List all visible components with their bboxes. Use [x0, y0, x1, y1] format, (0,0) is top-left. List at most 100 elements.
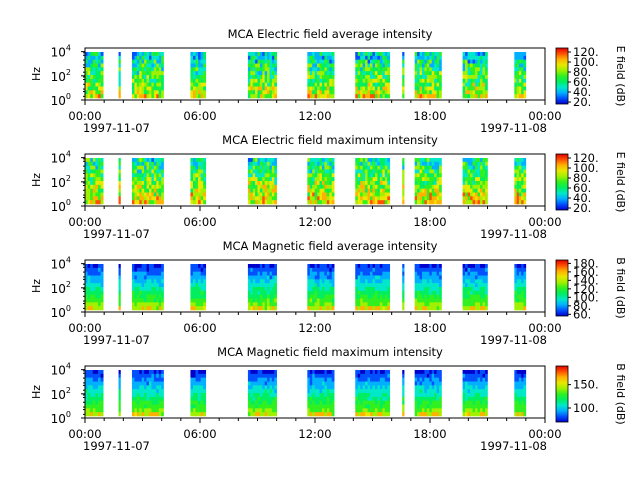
heatmap-cell	[523, 412, 527, 417]
heatmap-cell	[372, 385, 376, 390]
heatmap-cell	[317, 200, 320, 205]
heatmap-cell	[379, 381, 383, 386]
heatmap-cell	[269, 377, 273, 382]
heatmap-cell	[100, 393, 104, 398]
heatmap-cell	[379, 184, 383, 189]
heatmap-cell	[259, 377, 263, 382]
heatmap-cell	[387, 373, 391, 378]
heatmap-cell	[198, 389, 201, 394]
heatmap-cell	[365, 188, 368, 193]
heatmap-cell	[324, 196, 328, 201]
heatmap-cell	[465, 173, 468, 178]
heatmap-cell	[355, 86, 359, 91]
heatmap-cell	[480, 196, 483, 201]
heatmap-cell	[477, 78, 481, 83]
heatmap-cell	[314, 283, 318, 288]
heatmap-cell	[421, 169, 425, 174]
heatmap-cell	[95, 389, 99, 394]
heatmap-cell	[274, 381, 277, 386]
heatmap-cell	[434, 158, 437, 163]
heatmap-cell	[362, 370, 366, 375]
heatmap-cell	[264, 169, 268, 174]
heatmap-cell	[151, 283, 155, 288]
heatmap-cell	[203, 192, 207, 197]
heatmap-cell	[475, 173, 478, 178]
heatmap-cell	[370, 177, 373, 182]
heatmap-cell	[274, 192, 277, 197]
heatmap-cell	[257, 86, 261, 91]
heatmap-cell	[144, 294, 147, 299]
heatmap-cell	[436, 287, 440, 292]
heatmap-cell	[421, 393, 425, 398]
heatmap-cell	[467, 412, 471, 417]
heatmap-cell	[514, 306, 517, 311]
heatmap-cell	[326, 90, 330, 95]
heatmap-cell	[156, 55, 160, 60]
heatmap-cell	[319, 385, 323, 390]
heatmap-cell	[482, 71, 486, 76]
heatmap-cell	[136, 275, 140, 280]
heatmap-cell	[384, 52, 388, 57]
heatmap-cell	[472, 283, 476, 288]
heatmap-cell	[255, 412, 258, 417]
heatmap-cell	[439, 385, 442, 390]
heatmap-cell	[136, 78, 140, 83]
heatmap-cell	[144, 196, 147, 201]
heatmap-cell	[331, 267, 335, 272]
heatmap-cell	[414, 279, 418, 284]
x-tick-label: 06:00	[183, 109, 216, 123]
heatmap-cell	[203, 173, 207, 178]
heatmap-cell	[360, 385, 363, 390]
heatmap-cell	[514, 287, 517, 292]
heatmap-cell	[203, 55, 207, 60]
heatmap-cell	[148, 396, 152, 401]
heatmap-cell	[151, 271, 155, 276]
heatmap-cell	[319, 90, 323, 95]
heatmap-cell	[195, 370, 199, 375]
heatmap-cell	[141, 294, 145, 299]
heatmap-cell	[247, 294, 251, 299]
heatmap-cell	[309, 396, 313, 401]
heatmap-cell	[271, 55, 275, 60]
heatmap-cell	[331, 404, 335, 409]
heatmap-cell	[139, 294, 142, 299]
heatmap-cell	[153, 59, 157, 64]
heatmap-cell	[326, 184, 330, 189]
panel-title: MCA Magnetic field maximum intensity	[217, 345, 443, 359]
heatmap-cell	[264, 267, 268, 272]
heatmap-cell	[255, 75, 258, 80]
heatmap-cell	[153, 188, 157, 193]
heatmap-cell	[470, 381, 473, 386]
heatmap-cell	[518, 298, 522, 303]
y-tick-label: 104	[51, 44, 71, 60]
heatmap-cell	[314, 408, 318, 413]
colorbar-tick-label: 140.	[573, 273, 599, 287]
heatmap-cell	[329, 161, 333, 166]
heatmap-cell	[262, 283, 265, 288]
heatmap-cell	[146, 393, 150, 398]
heatmap-cell	[518, 78, 522, 83]
heatmap-cell	[436, 393, 440, 398]
heatmap-cell	[87, 184, 91, 189]
heatmap-cell	[470, 267, 473, 272]
heatmap-cell	[482, 188, 486, 193]
heatmap-cell	[200, 55, 204, 60]
heatmap-cell	[203, 169, 207, 174]
heatmap-cell	[426, 302, 430, 307]
heatmap-cell	[90, 400, 94, 405]
heatmap-cell	[314, 165, 318, 170]
heatmap-cell	[195, 294, 199, 299]
heatmap-cell	[370, 161, 373, 166]
heatmap-cell	[480, 412, 483, 417]
heatmap-cell	[329, 55, 333, 60]
heatmap-cell	[521, 196, 524, 201]
heatmap-cell	[360, 306, 363, 311]
heatmap-cell	[382, 373, 386, 378]
heatmap-cell	[362, 267, 366, 272]
heatmap-cell	[271, 287, 275, 292]
heatmap-cell	[424, 94, 428, 99]
heatmap-cell	[100, 165, 104, 170]
heatmap-cell	[362, 287, 366, 292]
heatmap-cell	[357, 75, 361, 80]
heatmap-cell	[436, 82, 440, 87]
